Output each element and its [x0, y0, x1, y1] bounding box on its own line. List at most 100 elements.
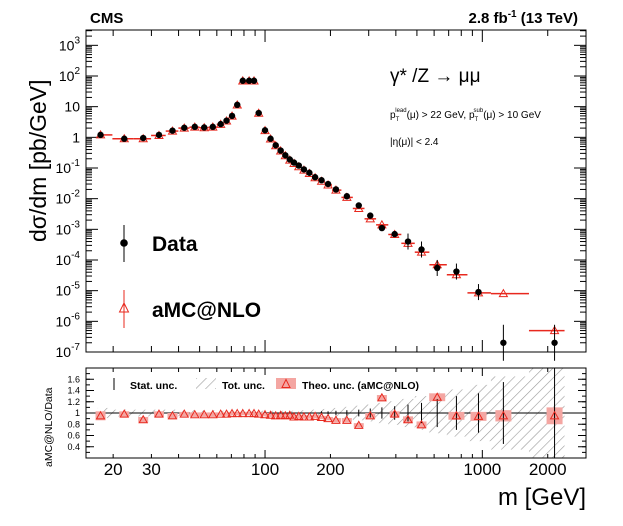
ratio-theo-band — [323, 416, 334, 421]
ratio-theo-band — [179, 411, 190, 417]
cut-pt-sub-p: p — [469, 110, 475, 121]
y-tick-label: 10-3 — [56, 219, 81, 237]
ratio-legend-theo-marker — [276, 378, 296, 389]
ratio-legend: Stat. unc. Tot. unc. Theo. unc. (aMC@NLO… — [100, 375, 430, 393]
ratio-point — [253, 409, 264, 418]
data-point — [343, 193, 351, 200]
ratio-point — [260, 409, 270, 419]
main-axis-ticks — [86, 30, 587, 353]
y-tick-base: 10 — [56, 283, 72, 299]
y-tick-base: 10 — [56, 313, 72, 329]
cut-pt-label: pTlead(μ) > 22 GeV, pTsub(μ) > 10 GeV — [390, 108, 541, 123]
ratio-theo-band — [353, 423, 364, 428]
data-point — [140, 134, 147, 142]
y-tick-label: 1 — [72, 129, 80, 145]
ratio-theo-band — [330, 418, 341, 423]
legend-data-label: Data — [152, 233, 198, 256]
y-tick-base: 10 — [56, 221, 72, 237]
y-tick-label: 103 — [59, 35, 81, 53]
ratio-theo-band — [316, 415, 327, 420]
data-point — [223, 117, 230, 124]
ratio-y-tick-label: 0.4 — [67, 442, 80, 452]
ratio-point — [237, 408, 248, 418]
ratio-point — [119, 409, 130, 418]
ratio-theo-band — [119, 411, 130, 417]
ratio-point — [284, 410, 295, 419]
data-point — [295, 162, 302, 169]
x-tick-label: 2000 — [529, 460, 567, 479]
data-point — [155, 131, 163, 139]
ratio-theo-band — [298, 415, 309, 419]
ratio-point — [432, 392, 443, 401]
cut-pt-lead-sup: lead — [395, 108, 406, 114]
ratio-y-axis-label: aMC@NLO/Data — [43, 387, 55, 467]
data-point — [209, 123, 217, 131]
main-plot-frame — [85, 29, 587, 353]
y-tick-exponent: 2 — [74, 66, 80, 77]
ratio-point — [403, 414, 413, 424]
legend: Data aMC@NLO — [118, 225, 261, 328]
ratio-point — [207, 409, 218, 419]
cut-pt-lead-p: p — [390, 110, 396, 121]
data-point — [217, 120, 224, 128]
ratio-theo-band — [227, 411, 238, 416]
data-point — [318, 177, 325, 184]
ratio-y-tick-label: 1.6 — [67, 374, 80, 384]
cut-pt-sub-rest: (μ) > 10 GeV — [483, 110, 541, 121]
ratio-y-tick-label: 1.4 — [67, 386, 80, 396]
ratio-theo-band — [260, 413, 271, 417]
lumi-exponent: -1 — [508, 9, 517, 20]
data-point — [391, 230, 398, 238]
y-tick-exponent: -3 — [71, 219, 80, 230]
ratio-theo-band — [341, 418, 352, 423]
data-point — [367, 212, 374, 219]
ratio-point — [389, 409, 400, 418]
ratio-point — [227, 408, 237, 418]
ratio-theo-band — [221, 412, 232, 416]
data-point — [453, 268, 460, 275]
ratio-theo-band — [416, 421, 427, 429]
ratio-point — [154, 409, 164, 418]
data-point — [181, 124, 188, 131]
ratio-y-tick-labels: 1.6 1.41.210.8 0.60.4 — [67, 374, 80, 452]
y-tick-base: 10 — [59, 37, 75, 53]
cut-eta-label: |η(μ)| < 2.4 — [390, 137, 439, 148]
data-point — [228, 112, 236, 120]
y-tick-label: 10-4 — [56, 250, 81, 268]
ratio-point — [365, 410, 376, 420]
ratio-axis-ticks — [86, 368, 587, 458]
data-point — [277, 147, 284, 154]
data-point — [97, 131, 104, 139]
energy-label: (13 TeV) — [517, 10, 578, 27]
x-tick-label: 30 — [142, 460, 161, 479]
cut-pt-sub-sup: sub — [474, 108, 484, 114]
ratio-legend-theo-triangle — [281, 378, 291, 388]
ratio-point — [179, 409, 190, 418]
cut-pt-lead-rest: (μ) > 22 GeV, — [407, 110, 469, 121]
y-tick-base: 10 — [56, 160, 72, 176]
ratio-point — [353, 420, 364, 429]
data-point — [378, 224, 386, 232]
y-axis-label: dσ/dm [pb/GeV] — [25, 80, 51, 243]
x-tick-label: 200 — [316, 460, 344, 479]
ratio-point — [549, 410, 560, 420]
ratio-point — [189, 409, 200, 419]
y-tick-label: 10 — [64, 99, 80, 115]
legend-mc-marker — [118, 301, 130, 313]
data-point — [201, 124, 208, 131]
ratio-theo-band — [153, 411, 164, 417]
data-point — [500, 339, 507, 346]
y-tick-label: 102 — [59, 66, 81, 84]
y-tick-exponent: -1 — [71, 158, 80, 169]
data-point — [434, 264, 441, 272]
ratio-point — [232, 408, 243, 418]
ratio-point — [341, 415, 352, 424]
y-tick-label: 10-7 — [56, 342, 81, 360]
ratio-point — [377, 392, 387, 402]
ratio-theo-band — [215, 412, 226, 416]
ratio-point — [323, 413, 333, 423]
ratio-theo-band — [199, 412, 210, 417]
x-tick-labels: 20 30 100 200 1000 2000 — [104, 460, 567, 479]
